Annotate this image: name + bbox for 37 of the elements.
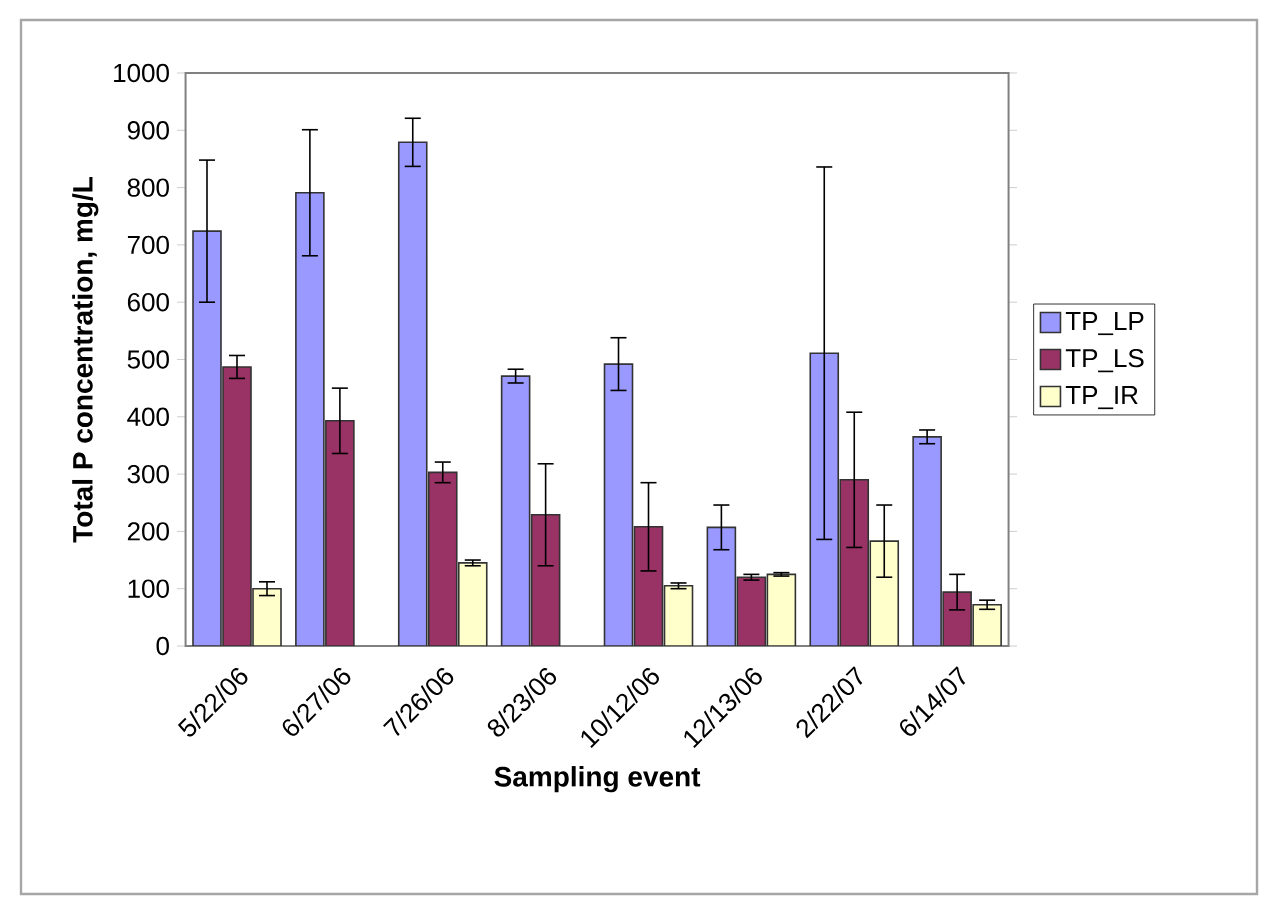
y-tick-label: 700: [127, 235, 169, 255]
bar: [840, 479, 869, 646]
y-tick-label: 900: [127, 121, 169, 140]
bar: [531, 514, 560, 646]
legend-label: TP_LP: [1065, 312, 1144, 336]
y-tick-label: 100: [128, 579, 169, 598]
bar: [737, 577, 766, 646]
y-axis-title: Total P concentration, mg/L: [72, 177, 99, 543]
bar: [193, 231, 221, 646]
legend-label: TP_LS: [1065, 348, 1144, 373]
bar: [604, 364, 633, 646]
y-tick-label: 200: [127, 522, 169, 541]
legend-label: TP_IR: [1065, 386, 1138, 410]
bar: [398, 142, 427, 646]
bar: [295, 192, 324, 646]
bar: [634, 526, 663, 646]
bar: [458, 562, 487, 646]
x-axis-title: Sampling event: [494, 766, 701, 793]
bar: [223, 366, 251, 646]
y-tick-label: 1000: [114, 63, 169, 83]
y-tick-label: 300: [127, 464, 169, 484]
bar: [912, 436, 942, 646]
y-tick-label: 0: [156, 636, 169, 656]
bar: [707, 527, 736, 646]
bar: [253, 588, 282, 646]
bar: [664, 585, 693, 646]
bar: [501, 376, 530, 646]
bar: [428, 472, 457, 646]
bar: [325, 420, 354, 646]
bar: [972, 603, 1002, 646]
y-tick-label: 500: [127, 350, 169, 369]
y-tick-label: 800: [127, 178, 169, 197]
y-tick-label: 600: [127, 292, 169, 312]
bar: [942, 591, 972, 646]
bar: [767, 574, 796, 646]
bar: [870, 541, 899, 646]
y-tick-label: 400: [127, 407, 169, 426]
